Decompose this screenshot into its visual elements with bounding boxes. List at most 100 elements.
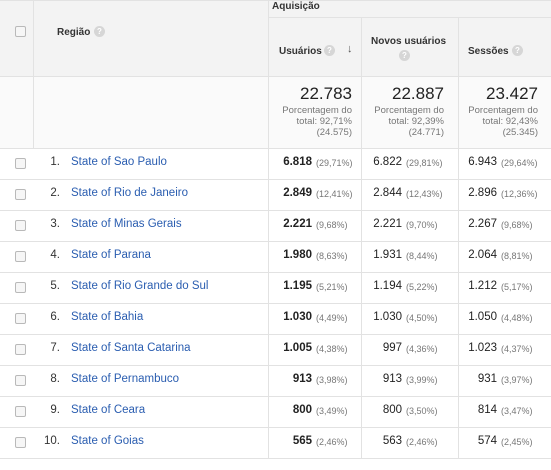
- row-index: 6.: [50, 311, 60, 323]
- region-link[interactable]: State of Rio de Janeiro: [71, 187, 188, 199]
- new-users-percent: (3,99%): [406, 375, 438, 385]
- question-icon[interactable]: ?: [512, 45, 523, 56]
- sessions-percent: (8,81%): [501, 251, 533, 261]
- question-icon[interactable]: ?: [94, 26, 105, 37]
- sessions-value: 2.896: [468, 187, 497, 199]
- users-percent: (9,68%): [316, 220, 348, 230]
- new-users-percent: (4,36%): [406, 344, 438, 354]
- sessions-percent: (29,64%): [501, 158, 538, 168]
- grid-line: [0, 334, 551, 335]
- new-users-value: 913: [382, 373, 402, 385]
- row-index: 3.: [50, 218, 60, 230]
- region-column-header[interactable]: Região: [57, 27, 91, 38]
- new-users-total-percent: Porcentagem do total: 92,39% (24.771): [354, 105, 444, 138]
- table-row: 10. State of Goias 565 (2,46%) 563 (2,46%) 574…: [0, 427, 551, 458]
- grid-line: [0, 148, 551, 149]
- select-all-checkbox[interactable]: [15, 26, 26, 37]
- region-link[interactable]: State of Ceara: [71, 404, 146, 416]
- table-row: 5. State of Rio Grande do Sul 1.195 (5,21%)…: [0, 272, 551, 303]
- row-index: 8.: [50, 373, 60, 385]
- row-checkbox[interactable]: [15, 189, 26, 200]
- users-percent: (4,38%): [316, 344, 348, 354]
- grid-line: [361, 17, 362, 458]
- row-checkbox[interactable]: [15, 375, 26, 386]
- sessions-column-header[interactable]: Sessões: [468, 46, 509, 57]
- users-percent: (5,21%): [316, 282, 348, 292]
- sessions-value: 1.212: [468, 280, 497, 292]
- question-icon[interactable]: ?: [399, 50, 410, 61]
- sessions-value: 2.267: [468, 218, 497, 230]
- users-value: 565: [292, 435, 312, 447]
- sessions-total: 23.427: [486, 84, 538, 103]
- users-value: 1.005: [283, 342, 312, 354]
- new-users-percent: (2,46%): [406, 437, 438, 447]
- new-users-column-header[interactable]: Novos usuários: [371, 36, 447, 47]
- row-index: 4.: [50, 249, 60, 261]
- users-value: 913: [292, 373, 312, 385]
- users-total: 22.783: [300, 84, 352, 103]
- sessions-percent: (9,68%): [501, 220, 533, 230]
- region-link[interactable]: State of Bahia: [71, 311, 144, 323]
- sessions-value: 814: [477, 404, 497, 416]
- arrow-down-icon[interactable]: ↓: [347, 43, 353, 55]
- users-percent: (29,71%): [316, 158, 353, 168]
- row-checkbox[interactable]: [15, 251, 26, 262]
- region-link[interactable]: State of Goias: [71, 435, 144, 447]
- region-link[interactable]: State of Sao Paulo: [71, 156, 167, 168]
- row-index: 1.: [50, 156, 60, 168]
- table-row: 1. State of Sao Paulo 6.818 (29,71%) 6.822 (2…: [0, 148, 551, 179]
- region-link[interactable]: State of Rio Grande do Sul: [71, 280, 209, 292]
- new-users-percent: (3,50%): [406, 406, 438, 416]
- sessions-total-line2: total: 92,43%: [482, 116, 538, 127]
- sessions-percent: (3,47%): [501, 406, 533, 416]
- table-row: 4. State of Parana 1.980 (8,63%) 1.931 (8,44%…: [0, 241, 551, 272]
- users-total-percent: Porcentagem do total: 92,71% (24.575): [262, 105, 352, 138]
- grid-line: [0, 179, 551, 180]
- row-index: 5.: [50, 280, 60, 292]
- sessions-percent: (12,36%): [501, 189, 538, 199]
- row-checkbox[interactable]: [15, 282, 26, 293]
- users-percent: (12,41%): [316, 189, 353, 199]
- row-checkbox[interactable]: [15, 344, 26, 355]
- row-checkbox[interactable]: [15, 406, 26, 417]
- table-header: [0, 0, 551, 76]
- row-checkbox[interactable]: [15, 220, 26, 231]
- table-row: 3. State of Minas Gerais 2.221 (9,68%) 2.221…: [0, 210, 551, 241]
- sessions-value: 931: [477, 373, 497, 385]
- region-link[interactable]: State of Parana: [71, 249, 151, 261]
- new-users-value: 1.194: [373, 280, 402, 292]
- grid-line: [0, 427, 551, 428]
- new-users-value: 6.822: [373, 156, 402, 168]
- users-column-header[interactable]: Usuários: [279, 46, 322, 57]
- new-users-value: 1.030: [373, 311, 402, 323]
- row-index: 7.: [50, 342, 60, 354]
- users-value: 1.030: [283, 311, 312, 323]
- users-value: 2.849: [283, 187, 312, 199]
- region-link[interactable]: State of Minas Gerais: [71, 218, 182, 230]
- row-index: 9.: [50, 404, 60, 416]
- grid-line: [0, 241, 551, 242]
- sessions-value: 6.943: [468, 156, 497, 168]
- region-link[interactable]: State of Pernambuco: [71, 373, 180, 385]
- sessions-value: 1.023: [468, 342, 497, 354]
- grid-line: [0, 458, 551, 459]
- row-checkbox[interactable]: [15, 158, 26, 169]
- grid-line: [0, 272, 551, 273]
- sessions-value: 574: [477, 435, 497, 447]
- users-value: 1.195: [283, 280, 312, 292]
- grid-line: [268, 17, 551, 18]
- row-checkbox[interactable]: [15, 437, 26, 448]
- row-checkbox[interactable]: [15, 313, 26, 324]
- new-users-value: 1.931: [373, 249, 402, 261]
- grid-line: [0, 76, 551, 77]
- users-percent: (8,63%): [316, 251, 348, 261]
- users-value: 6.818: [283, 156, 312, 168]
- new-users-value: 2.844: [373, 187, 402, 199]
- sessions-percent: (4,37%): [501, 344, 533, 354]
- sessions-total-line1: Porcentagem do: [468, 105, 538, 116]
- region-link[interactable]: State of Santa Catarina: [71, 342, 191, 354]
- new-users-total: 22.887: [392, 84, 444, 103]
- users-total-line2: total: 92,71%: [296, 116, 352, 127]
- grid-line: [0, 303, 551, 304]
- question-icon[interactable]: ?: [324, 45, 335, 56]
